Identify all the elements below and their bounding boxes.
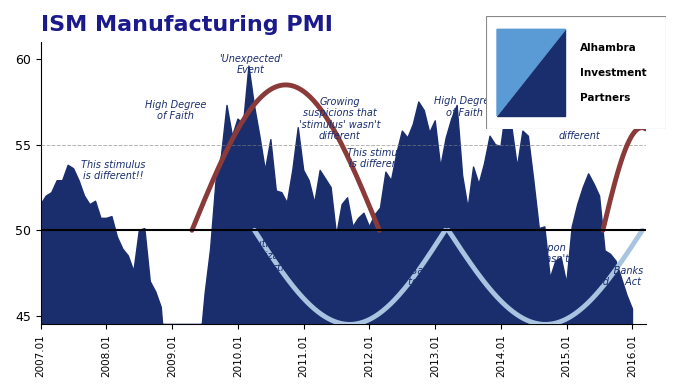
Text: Outright fear upon
realization it wasn't
stimulus: Outright fear upon realization it wasn't… (473, 243, 568, 276)
Text: Central Banks
forced to Act: Central Banks forced to Act (575, 266, 643, 287)
Text: This stimulus
is different!!: This stimulus is different!! (347, 148, 411, 169)
Text: High Degree
of Faith: High Degree of Faith (434, 96, 496, 118)
Text: Alhambra: Alhambra (580, 42, 636, 53)
Polygon shape (497, 29, 566, 116)
Text: ISM Manufacturing PMI: ISM Manufacturing PMI (41, 15, 333, 35)
Text: This stimulus
is different!!: This stimulus is different!! (81, 160, 146, 181)
Text: 'Unexpected'
Event: 'Unexpected' Event (492, 60, 556, 82)
Text: High Degree
of Faith: High Degree of Faith (145, 100, 206, 122)
Text: Growing
suspicions that
'stimulus' wasn't
different: Growing suspicions that 'stimulus' wasn'… (299, 97, 381, 142)
Text: This stimulus
is different!!: This stimulus is different!! (590, 86, 662, 108)
Polygon shape (497, 29, 566, 116)
Text: 'Unexpected'
Event: 'Unexpected' Event (219, 54, 283, 75)
Text: Growing
suspicions that
'stimulus' wasn't
different: Growing suspicions that 'stimulus' wasn'… (539, 97, 621, 142)
Text: Partners: Partners (580, 93, 630, 103)
Text: Investment: Investment (580, 67, 647, 78)
Text: Central Banks
forced to Act: Central Banks forced to Act (371, 266, 440, 287)
Text: Outright fear upon
realization it wasn't
stimulus: Outright fear upon realization it wasn't… (246, 240, 342, 272)
